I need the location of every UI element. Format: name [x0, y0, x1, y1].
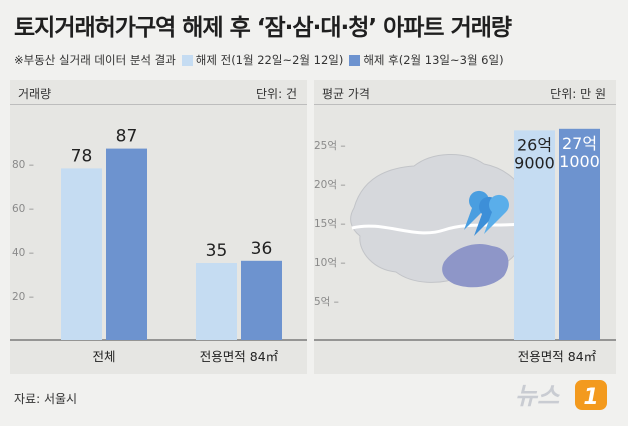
- bar-after: [241, 260, 282, 340]
- bar-value-label: 87: [116, 127, 138, 147]
- volume-panel-unit: 단위: 건: [256, 87, 297, 101]
- bar-value-label: 35: [206, 241, 228, 261]
- y-tick-label: 60 –: [12, 203, 34, 215]
- y-tick-label: 80 –: [12, 159, 34, 171]
- bar-value-label: 78: [71, 146, 93, 166]
- volume-chart: 20 – 40 – 60 – 80 – 78 87 전체 35 36 전용면적 84㎡: [10, 127, 307, 364]
- y-tick-label: 5억 –: [314, 296, 339, 308]
- subtitle-legend-row: ※부동산 실거래 데이터 분석 결과 해제 전(1월 22일~2월 12일) 해…: [14, 52, 504, 68]
- y-tick-label: 10억 –: [314, 257, 346, 269]
- volume-panel-header: 거래량 단위: 건: [10, 80, 307, 105]
- volume-panel-title: 거래량: [18, 87, 52, 101]
- bar-after: [559, 128, 600, 340]
- legend-label-before: 해제 전(1월 22일~2월 12일): [195, 53, 344, 67]
- bar-value-label: 36: [251, 239, 273, 259]
- y-tick-label: 40 –: [12, 247, 34, 259]
- bar-value-label: 9000: [514, 153, 555, 172]
- category-label: 전용면적 84㎡: [518, 349, 597, 364]
- news1-logo: 뉴스 1: [513, 376, 613, 412]
- svg-text:뉴스: 뉴스: [515, 382, 560, 410]
- note-text: ※부동산 실거래 데이터 분석 결과: [14, 53, 176, 67]
- legend-label-after: 해제 후(2월 13일~3월 6일): [363, 53, 504, 67]
- volume-panel: 거래량 단위: 건 20 – 40 – 60 – 80 – 78 87 전체 35 36 전용면적…: [10, 80, 307, 374]
- bar-before: [514, 130, 555, 340]
- seoul-map-illustration: [350, 153, 545, 288]
- svg-text:1: 1: [583, 385, 598, 410]
- bar-value-label: 26억: [517, 135, 552, 154]
- y-tick-label: 25억 –: [314, 140, 346, 152]
- legend-swatch-before: [181, 54, 193, 66]
- legend-swatch-after: [349, 54, 361, 66]
- source-text: 자료: 서울시: [14, 392, 78, 406]
- price-panel-title: 평균 가격: [322, 87, 370, 101]
- category-label: 전체: [92, 349, 115, 364]
- price-panel: 평균 가격 단위: 만 원 5억 – 10억 – 15억 – 20억 – 25억 – 26…: [314, 80, 616, 374]
- price-panel-unit: 단위: 만 원: [550, 87, 606, 101]
- bar-after: [106, 148, 147, 340]
- bar-before: [196, 263, 237, 340]
- chart-title: 토지거래허가구역 해제 후 ‘잠·삼·대·청’ 아파트 거래량: [14, 15, 512, 41]
- bar-value-label: 1000: [559, 152, 600, 171]
- y-tick-label: 15억 –: [314, 218, 346, 230]
- y-tick-label: 20 –: [12, 291, 34, 303]
- y-tick-label: 20억 –: [314, 179, 346, 191]
- bar-before: [61, 168, 102, 340]
- bar-value-label: 27억: [562, 134, 597, 153]
- price-panel-header: 평균 가격 단위: 만 원: [314, 80, 616, 105]
- category-label: 전용면적 84㎡: [200, 349, 279, 364]
